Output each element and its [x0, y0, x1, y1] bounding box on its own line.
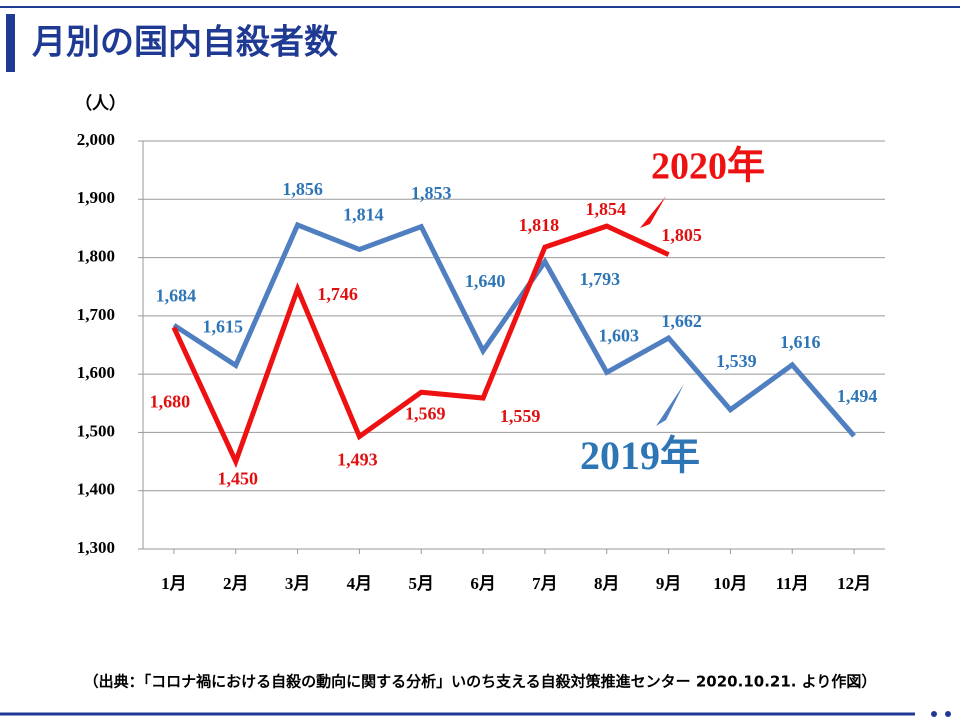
data-label: 1,805: [661, 225, 702, 245]
x-tick-label: 9月: [656, 574, 682, 593]
data-label: 1,640: [465, 271, 506, 291]
series-line: [171, 223, 670, 469]
data-label: 1,616: [780, 332, 821, 352]
y-tick-label: 1,300: [77, 538, 115, 557]
series-line: [172, 221, 856, 438]
data-label: 1,746: [317, 284, 358, 304]
data-label: 1,450: [218, 469, 259, 489]
arrow-2019: [656, 384, 684, 426]
data-label: 1,814: [343, 205, 384, 225]
x-tick-label: 5月: [409, 574, 435, 593]
data-label: 1,493: [337, 450, 378, 470]
y-tick-label: 1,400: [77, 480, 115, 499]
x-tick-label: 3月: [285, 574, 311, 593]
y-tick-label: 2,000: [77, 130, 115, 149]
data-label: 1,793: [580, 269, 621, 289]
data-label: 1,603: [599, 326, 640, 346]
title-accent: [6, 14, 15, 72]
dot: [931, 711, 937, 717]
data-label: 1,569: [405, 403, 446, 423]
y-axis-unit: （人）: [75, 93, 126, 114]
y-tick-label: 1,500: [77, 421, 115, 440]
x-tick-label: 11月: [776, 574, 809, 593]
y-tick-label: 1,800: [77, 246, 115, 265]
data-label: 1,662: [661, 311, 702, 331]
data-label: 1,559: [500, 406, 541, 426]
data-label: 1,684: [156, 285, 197, 305]
y-tick-label: 1,600: [77, 363, 115, 382]
data-label: 1,856: [282, 179, 323, 199]
x-tick-label: 1月: [161, 574, 187, 593]
data-label: 1,818: [519, 215, 560, 235]
dot: [945, 711, 951, 717]
data-label: 1,680: [150, 392, 191, 412]
data-label: 1,494: [837, 386, 878, 406]
data-label: 1,853: [411, 183, 452, 203]
x-tick-label: 6月: [470, 574, 496, 593]
annotation-2019: 2019年: [580, 433, 700, 478]
x-tick-label: 4月: [347, 574, 373, 593]
y-tick-label: 1,900: [77, 188, 115, 207]
data-label: 1,539: [716, 351, 757, 371]
data-label: 1,615: [203, 317, 244, 337]
x-tick-label: 2月: [223, 574, 249, 593]
x-tick-label: 7月: [532, 574, 558, 593]
x-tick-label: 8月: [594, 574, 620, 593]
annotation-2020: 2020年: [651, 146, 765, 188]
arrow-2020: [640, 196, 666, 228]
source-note: （出典：「コロナ禍における自殺の動向に関する分析」いのち支える自殺対策推進センタ…: [84, 673, 877, 691]
x-tick-label: 12月: [837, 574, 871, 593]
y-tick-label: 1,700: [77, 305, 115, 324]
x-tick-label: 10月: [713, 574, 747, 593]
data-label: 1,854: [586, 199, 627, 219]
chart-title: 月別の国内自殺者数: [32, 23, 338, 63]
